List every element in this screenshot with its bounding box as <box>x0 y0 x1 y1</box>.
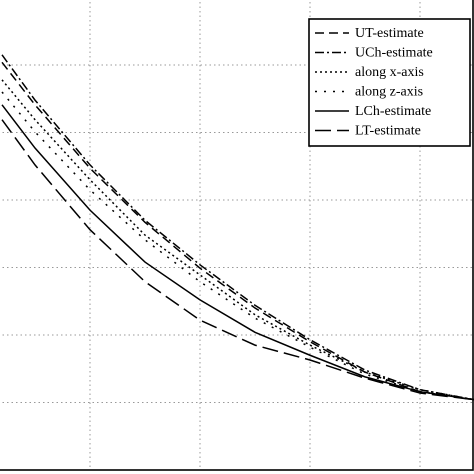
plot <box>1 54 474 401</box>
series-line <box>1 91 474 401</box>
legend-box <box>308 18 471 147</box>
series-line <box>1 119 474 401</box>
legend-label: LCh-estimate <box>355 104 431 119</box>
series-line <box>1 54 474 401</box>
legend: UT-estimate UCh-estimate along x-axis along… <box>308 18 471 147</box>
legend-label: along z-axis <box>355 85 423 100</box>
series-line <box>1 104 474 401</box>
legend-label: UT-estimate <box>355 26 424 41</box>
legend-label: LT-estimate <box>355 124 421 139</box>
legend-label: along x-axis <box>355 65 424 80</box>
series-line <box>1 61 474 401</box>
legend-label: UCh-estimate <box>355 46 433 61</box>
